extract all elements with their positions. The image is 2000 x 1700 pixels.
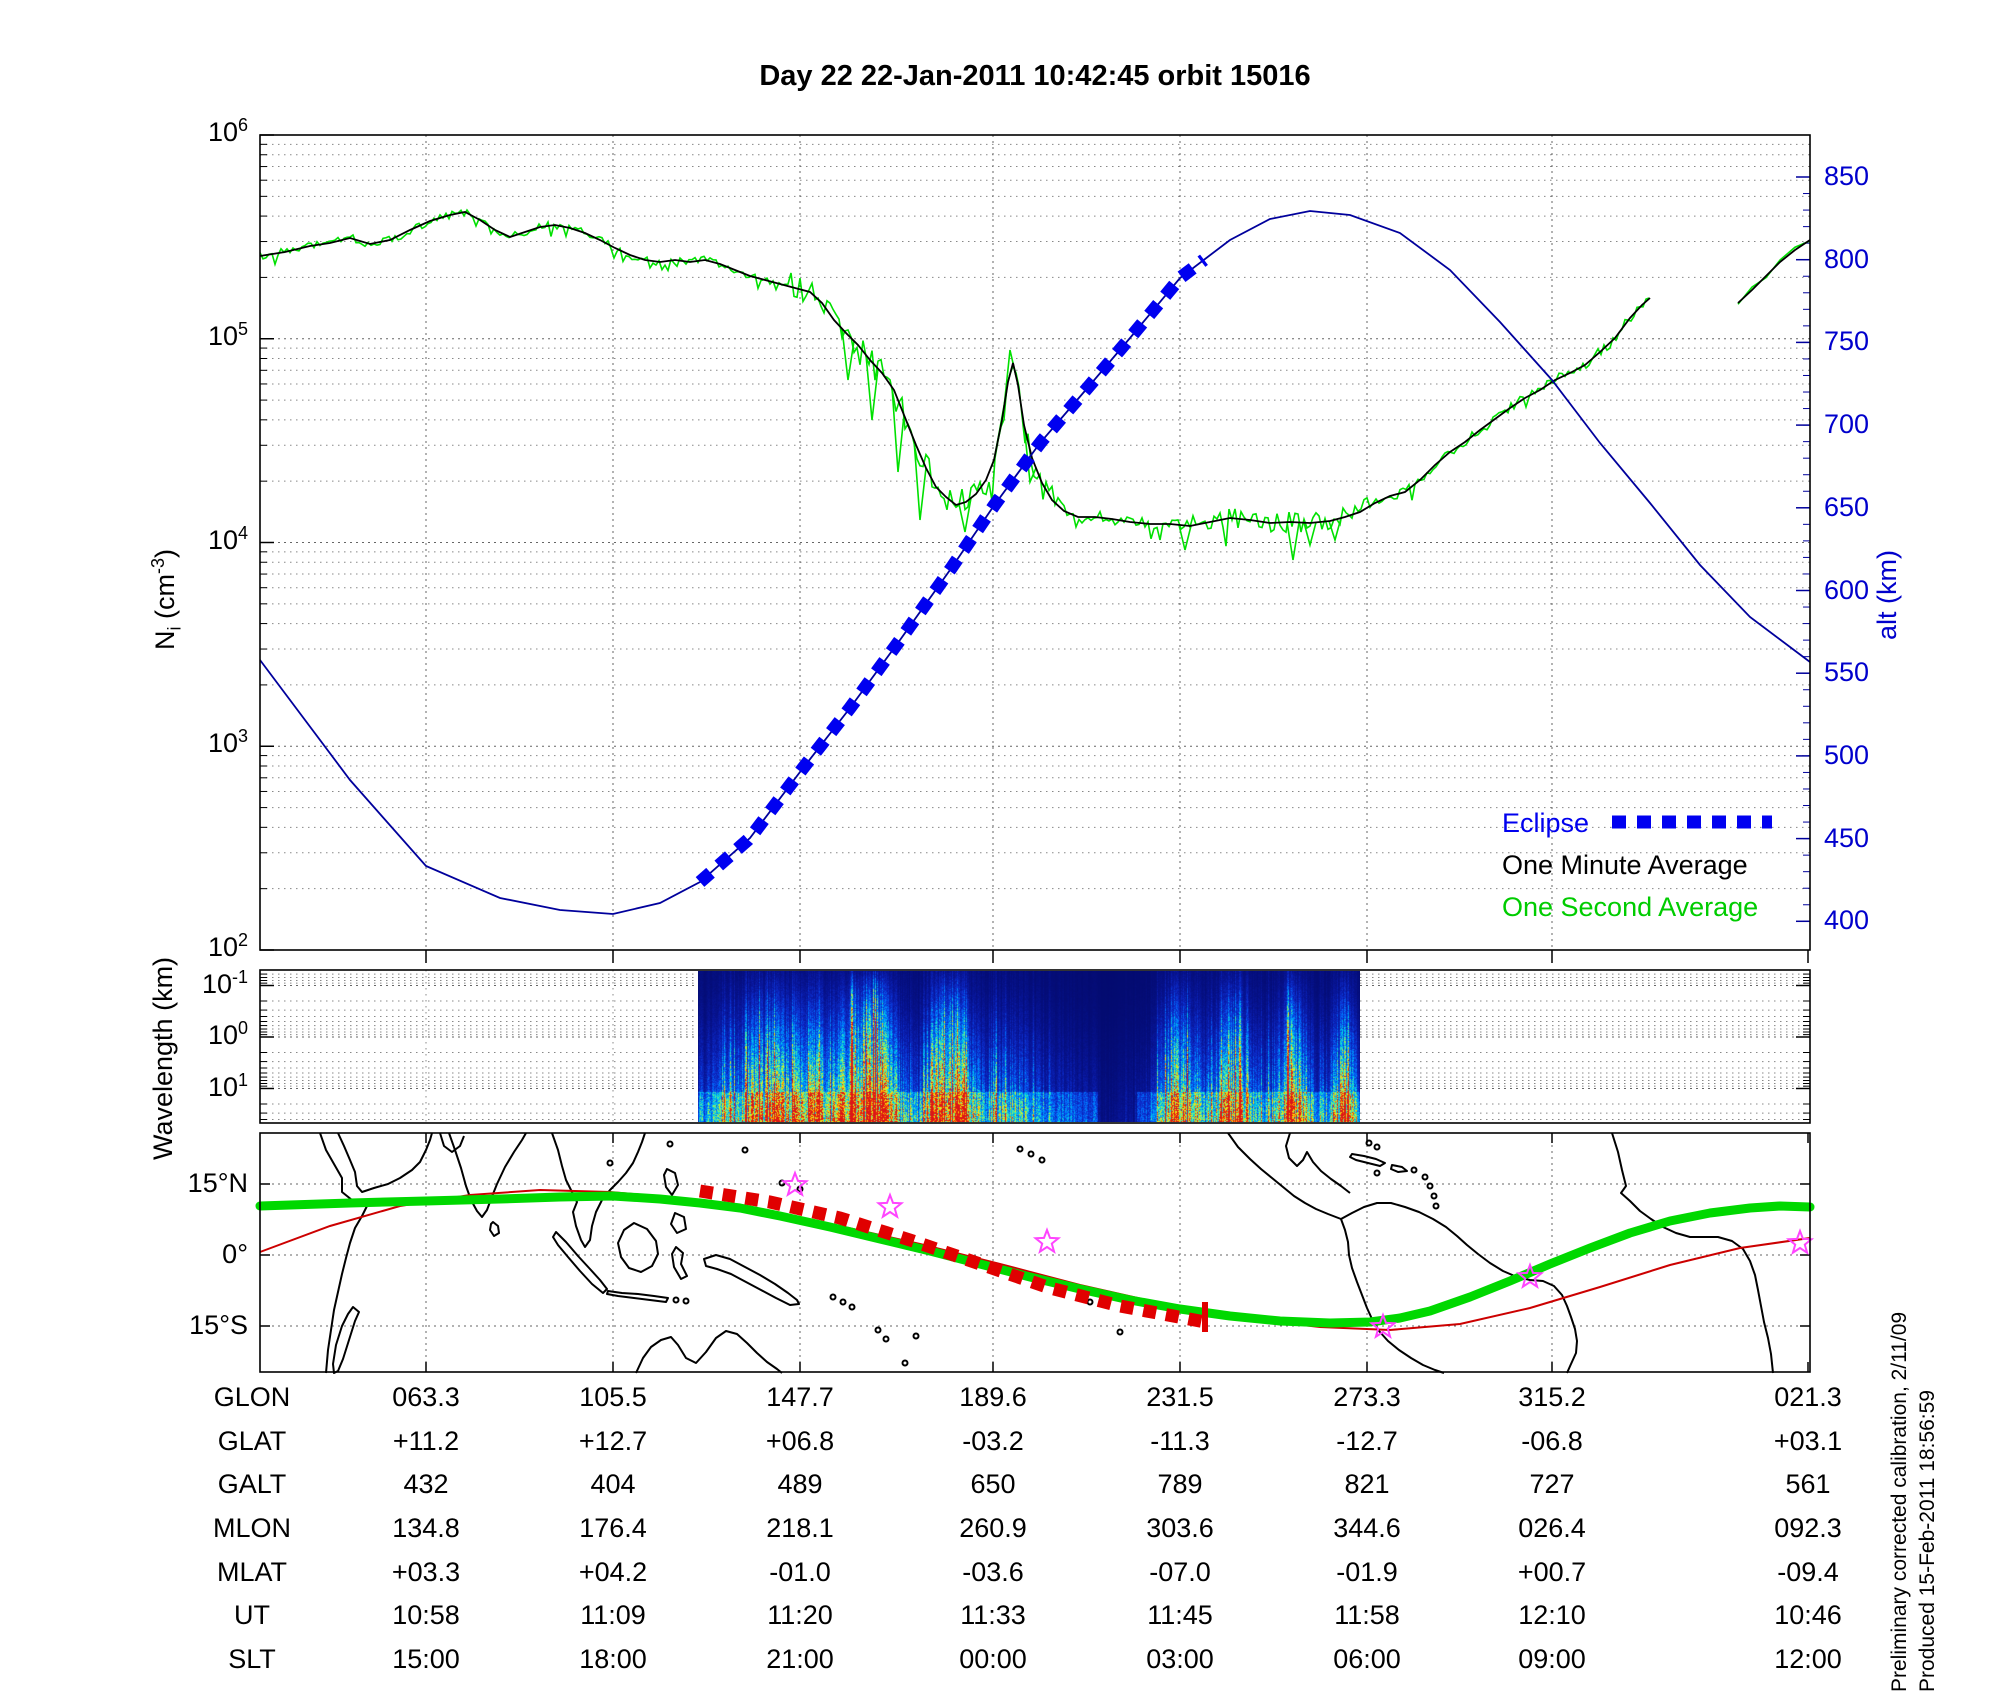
legend-one-second-label: One Second Average [1502, 892, 1759, 922]
y-tick-latitude: 15°N [187, 1168, 248, 1198]
y-tick-density: 104 [207, 522, 248, 555]
table-cell-ut: 11:20 [767, 1600, 833, 1630]
figure-title: Day 22 22-Jan-2011 10:42:45 orbit 15016 [759, 60, 1311, 92]
table-row-label: GLAT [217, 1426, 287, 1456]
table-cell-mlat: -01.0 [769, 1557, 831, 1587]
y-tick-altitude: 500 [1824, 739, 1870, 770]
table-cell-slt: 18:00 [579, 1644, 647, 1674]
table-cell-glon: 105.5 [579, 1382, 647, 1412]
y-tick-wavelength: 10-1 [201, 966, 248, 999]
legend-eclipse-label: Eclipse [1502, 808, 1590, 838]
table-cell-galt: 489 [777, 1469, 823, 1499]
table-cell-galt: 561 [1785, 1469, 1831, 1499]
table-cell-mlat: -03.6 [962, 1557, 1024, 1587]
y-tick-altitude: 650 [1824, 491, 1870, 522]
y-tick-altitude: 750 [1824, 326, 1870, 357]
table-cell-glon: 147.7 [766, 1382, 834, 1412]
table-row-label: GLON [213, 1382, 291, 1412]
table-cell-ut: 11:45 [1147, 1600, 1213, 1630]
table-cell-glat: +06.8 [765, 1426, 835, 1456]
table-cell-mlon: 218.1 [766, 1513, 834, 1543]
y-tick-altitude: 450 [1824, 822, 1870, 853]
table-cell-slt: 12:00 [1774, 1644, 1842, 1674]
table-cell-mlon: 092.3 [1774, 1513, 1842, 1543]
y-tick-altitude: 800 [1824, 243, 1870, 274]
y-axis-label-altitude: alt (km) [1872, 550, 1902, 640]
table-cell-galt: 727 [1529, 1469, 1575, 1499]
y-tick-altitude: 850 [1824, 161, 1870, 191]
table-cell-galt: 821 [1344, 1469, 1390, 1499]
table-cell-glat: -12.7 [1336, 1426, 1398, 1456]
y-tick-latitude: 0° [222, 1239, 248, 1269]
table-row-label: GALT [217, 1469, 287, 1499]
table-cell-mlat: -01.9 [1336, 1557, 1398, 1587]
table-row-label: UT [234, 1600, 270, 1630]
table-cell-slt: 21:00 [766, 1644, 834, 1674]
table-cell-glat: -11.3 [1150, 1426, 1210, 1456]
side-note-calibration: Preliminary corrected calibration, 2/11/… [1888, 1311, 1911, 1692]
legend-one-minute-label: One Minute Average [1502, 850, 1748, 880]
y-tick-wavelength: 100 [207, 1018, 248, 1050]
table-cell-slt: 15:00 [392, 1644, 460, 1674]
table-cell-glat: +12.7 [578, 1426, 648, 1456]
table-cell-ut: 10:58 [392, 1600, 460, 1630]
table-cell-ut: 11:33 [960, 1600, 1026, 1630]
y-tick-density: 103 [207, 726, 248, 759]
table-cell-mlon: 303.6 [1146, 1513, 1214, 1543]
y-tick-density: 106 [207, 115, 248, 147]
y-tick-latitude: 15°S [189, 1310, 248, 1340]
y-axis-label-density: Ni (cm-3) [148, 549, 185, 650]
table-cell-slt: 03:00 [1146, 1644, 1214, 1674]
table-cell-glat: +03.1 [1773, 1426, 1843, 1456]
table-cell-galt: 650 [970, 1469, 1016, 1499]
table-cell-mlon: 026.4 [1518, 1513, 1586, 1543]
table-cell-ut: 11:58 [1334, 1600, 1400, 1630]
table-cell-mlon: 344.6 [1333, 1513, 1401, 1543]
table-cell-mlat: +03.3 [391, 1557, 461, 1587]
table-cell-glon: 189.6 [959, 1382, 1027, 1412]
table-cell-mlat: -07.0 [1149, 1557, 1211, 1587]
table-cell-galt: 432 [403, 1469, 449, 1499]
table-row-label: MLON [212, 1513, 291, 1543]
table-cell-mlon: 134.8 [392, 1513, 460, 1543]
table-cell-ut: 10:46 [1774, 1600, 1842, 1630]
table-cell-mlon: 260.9 [959, 1513, 1027, 1543]
table-cell-ut: 11:09 [580, 1600, 646, 1630]
table-cell-mlon: 176.4 [579, 1513, 647, 1543]
side-note-produced: Produced 15-Feb-2011 18:56:59 [1916, 1390, 1939, 1692]
y-tick-density: 102 [207, 930, 248, 962]
table-cell-glon: 063.3 [392, 1382, 460, 1412]
table-cell-glon: 315.2 [1518, 1382, 1586, 1412]
y-tick-wavelength: 101 [207, 1069, 248, 1102]
table-cell-glon: 231.5 [1146, 1382, 1214, 1412]
table-cell-mlat: -09.4 [1777, 1557, 1839, 1587]
table-cell-ut: 12:10 [1518, 1600, 1586, 1630]
table-cell-galt: 404 [590, 1469, 636, 1499]
y-tick-altitude: 600 [1824, 574, 1870, 605]
table-cell-mlat: +04.2 [578, 1557, 648, 1587]
table-cell-slt: 06:00 [1333, 1644, 1401, 1674]
table-row-label: SLT [228, 1644, 276, 1674]
table-cell-glat: -03.2 [962, 1426, 1024, 1456]
table-cell-galt: 789 [1157, 1469, 1203, 1499]
table-cell-glon: 273.3 [1333, 1382, 1401, 1412]
table-cell-glat: -06.8 [1521, 1426, 1583, 1456]
table-cell-slt: 00:00 [959, 1644, 1027, 1674]
table-cell-glon: 021.3 [1774, 1382, 1842, 1412]
y-tick-altitude: 700 [1824, 409, 1870, 440]
table-cell-mlat: +00.7 [1517, 1557, 1587, 1587]
y-tick-altitude: 400 [1824, 905, 1870, 936]
table-cell-slt: 09:00 [1518, 1644, 1586, 1674]
wavelength-spectrogram-image [698, 971, 1360, 1122]
y-tick-density: 105 [207, 318, 248, 351]
table-cell-glat: +11.2 [392, 1426, 460, 1456]
y-tick-altitude: 550 [1824, 657, 1870, 688]
table-row-label: MLAT [216, 1557, 287, 1587]
